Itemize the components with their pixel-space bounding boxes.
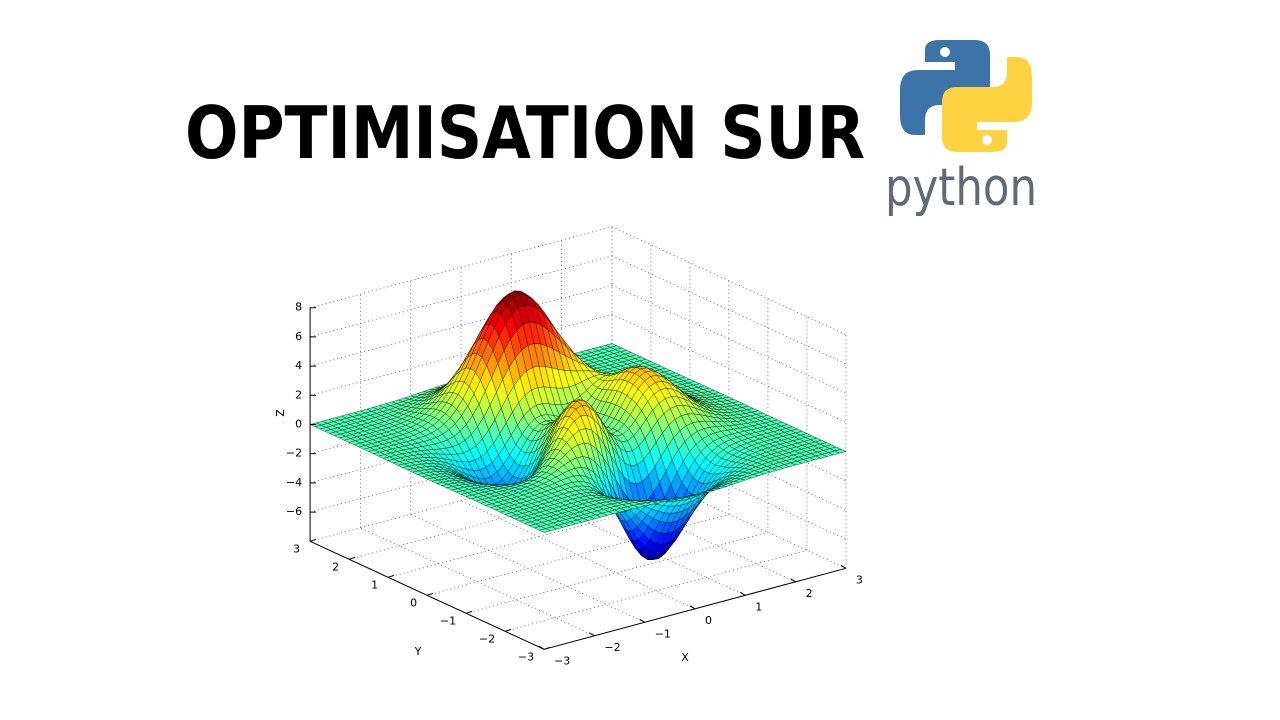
x-tick	[840, 564, 847, 569]
x-tick	[790, 578, 796, 583]
y-tick-label: −1	[440, 614, 456, 627]
grid-line	[511, 486, 746, 596]
y-tick	[387, 574, 395, 578]
y-tick-label: 0	[410, 596, 417, 609]
z-tick-label: 6	[295, 330, 302, 343]
grid-line	[611, 226, 847, 336]
x-tick	[740, 591, 746, 596]
y-tick-label: −3	[518, 650, 534, 663]
grid-line	[465, 531, 769, 614]
logo-eye	[982, 135, 992, 145]
z-axis-label: Z	[274, 409, 287, 417]
surface	[309, 290, 847, 560]
x-tick	[589, 632, 595, 637]
z-tick-label: 2	[295, 388, 302, 401]
y-tick	[465, 610, 473, 614]
x-tick-label: −1	[655, 627, 671, 640]
logo-eye	[940, 47, 950, 57]
z-tick-label: −2	[286, 447, 302, 460]
x-tick-label: −2	[604, 641, 620, 654]
y-tick	[309, 538, 317, 542]
logo-yellow	[942, 57, 1032, 152]
grid-line	[309, 226, 613, 309]
y-tick	[504, 628, 512, 632]
grid-line	[611, 284, 847, 394]
y-tick-label: 2	[332, 560, 339, 573]
x-tick-label: 2	[806, 587, 813, 600]
x-axis-label: X	[681, 651, 689, 664]
grid-line	[309, 284, 613, 367]
slide-title: OPTIMISATION SUR	[185, 91, 865, 175]
x-tick	[639, 618, 645, 623]
y-tick	[426, 592, 434, 596]
grid-line	[309, 255, 613, 338]
python-logo: python	[885, 40, 1037, 218]
z-tick-label: −6	[286, 505, 302, 518]
x-tick	[538, 645, 545, 650]
logo-blue	[900, 40, 990, 135]
y-tick	[348, 556, 356, 560]
grid-line	[309, 313, 613, 396]
y-axis-label: Y	[414, 645, 422, 658]
x-tick	[689, 605, 696, 610]
y-tick-label: 1	[371, 578, 378, 591]
z-tick-label: 0	[295, 418, 302, 431]
z-tick-label: 8	[295, 301, 302, 314]
grid-line	[611, 255, 847, 365]
x-tick-label: −3	[554, 654, 570, 667]
x-tick-label: 0	[705, 614, 712, 627]
logo-text: python	[885, 158, 1037, 218]
z-tick-label: 4	[295, 359, 302, 372]
x-tick-label: 1	[755, 600, 762, 613]
y-tick	[543, 646, 551, 650]
surface-plot: 8 6 4 2 0 −2 −4 −6 3 2 1 0 −1 −2 −3 −3 −2 −1 0 1 2 3 Z Y X	[274, 226, 863, 667]
grid-line	[611, 313, 847, 423]
grid-line	[611, 459, 847, 569]
y-tick-label: −2	[479, 632, 495, 645]
x-tick-label: 3	[856, 573, 863, 586]
y-tick-label: 3	[293, 542, 300, 555]
surface-patch	[538, 528, 551, 533]
grid-line	[504, 549, 808, 632]
z-tick-label: −4	[286, 476, 302, 489]
